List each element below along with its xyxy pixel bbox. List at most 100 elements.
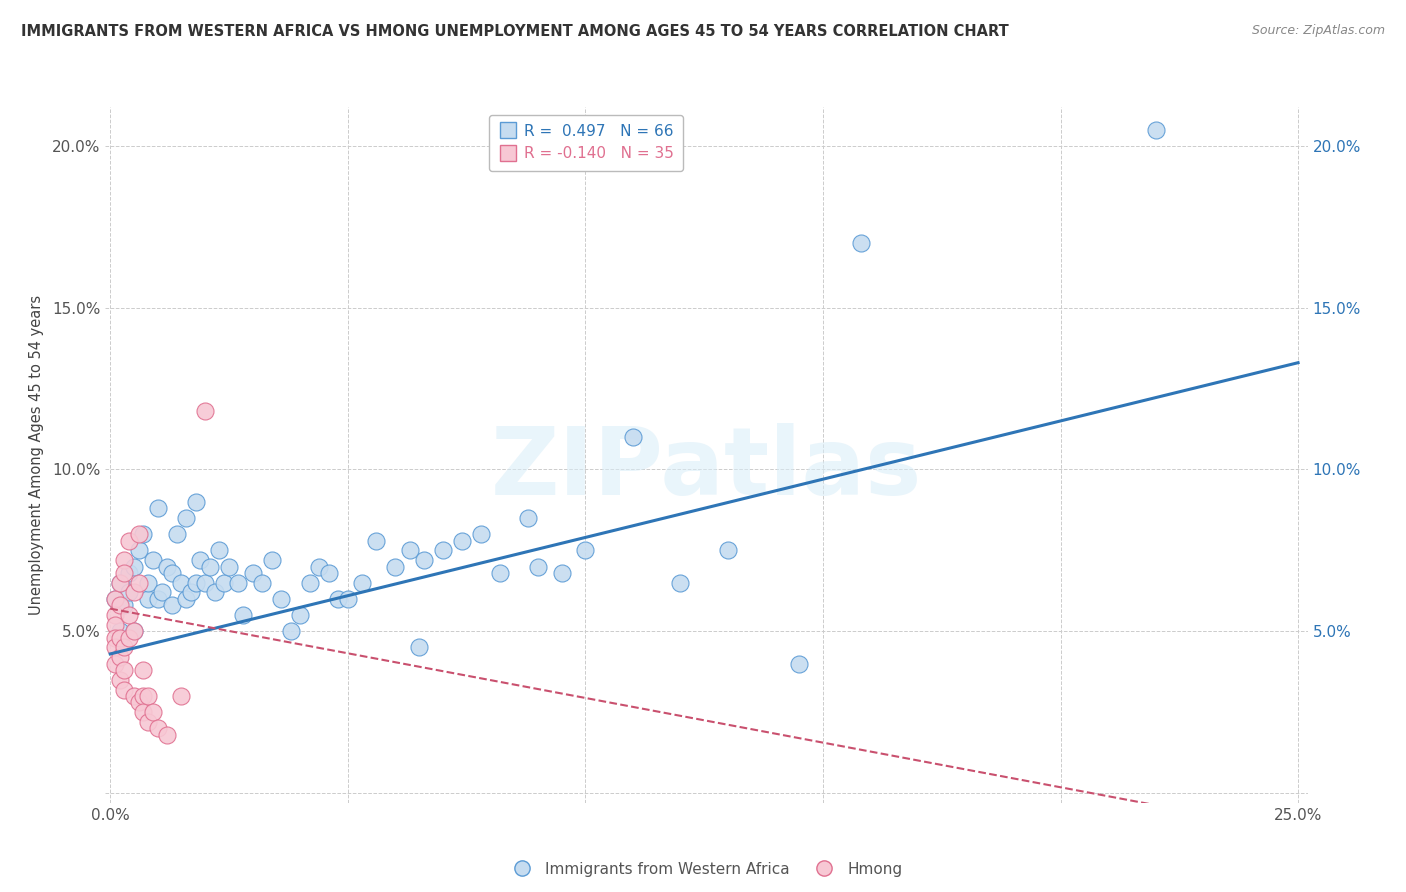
Point (208, 543, 231, 558)
Point (118, 566, 141, 580)
Point (104, 617, 127, 632)
Point (128, 696, 150, 710)
Point (669, 575, 692, 590)
Point (142, 705, 165, 719)
Point (118, 585, 141, 599)
Point (398, 543, 420, 558)
Point (114, 553, 136, 567)
Point (132, 689, 155, 703)
Point (118, 608, 141, 623)
Point (118, 631, 141, 645)
Point (170, 689, 193, 703)
Point (146, 501, 169, 516)
Legend: Immigrants from Western Africa, Hmong: Immigrants from Western Africa, Hmong (503, 855, 910, 883)
Point (122, 689, 145, 703)
Point (160, 566, 183, 580)
Point (470, 527, 492, 541)
Point (621, 430, 644, 444)
Point (128, 543, 150, 558)
Point (308, 559, 330, 574)
Point (170, 575, 193, 590)
Point (517, 511, 540, 525)
Point (184, 575, 207, 590)
Point (132, 705, 155, 719)
Point (432, 543, 454, 558)
Point (136, 689, 159, 703)
Point (142, 553, 165, 567)
Point (156, 559, 179, 574)
Point (194, 404, 217, 418)
Point (132, 527, 155, 541)
Point (146, 722, 169, 736)
Point (232, 608, 254, 623)
Point (108, 624, 131, 639)
Point (128, 527, 150, 541)
Point (122, 585, 145, 599)
Point (114, 599, 136, 613)
Point (280, 624, 302, 639)
Point (328, 591, 350, 606)
Point (212, 575, 235, 590)
Point (136, 575, 159, 590)
Point (108, 673, 131, 687)
Point (450, 533, 472, 548)
Point (136, 591, 159, 606)
Point (204, 585, 226, 599)
Point (104, 591, 127, 606)
Point (198, 559, 221, 574)
Point (717, 543, 740, 558)
Point (488, 566, 510, 580)
Point (242, 566, 264, 580)
Point (787, 657, 810, 671)
Point (290, 608, 312, 623)
Point (194, 575, 217, 590)
Point (108, 631, 131, 645)
Point (108, 650, 131, 665)
Point (104, 657, 127, 671)
Point (122, 624, 145, 639)
Point (350, 575, 373, 590)
Point (260, 553, 283, 567)
Point (412, 553, 434, 567)
Point (114, 566, 136, 580)
Point (136, 714, 159, 729)
Point (174, 591, 197, 606)
Point (166, 527, 188, 541)
Point (118, 533, 141, 548)
Point (114, 640, 136, 655)
Point (318, 566, 340, 580)
Text: IMMIGRANTS FROM WESTERN AFRICA VS HMONG UNEMPLOYMENT AMONG AGES 45 TO 54 YEARS C: IMMIGRANTS FROM WESTERN AFRICA VS HMONG … (21, 24, 1010, 39)
Y-axis label: Unemployment Among Ages 45 to 54 years: Unemployment Among Ages 45 to 54 years (30, 295, 44, 615)
Point (174, 511, 197, 525)
Point (218, 559, 240, 574)
Point (146, 591, 169, 606)
Point (104, 591, 127, 606)
Point (104, 631, 127, 645)
Point (190, 553, 212, 567)
Point (527, 559, 550, 574)
Point (104, 608, 127, 623)
Point (128, 575, 150, 590)
Point (108, 599, 131, 613)
Point (252, 575, 274, 590)
Point (122, 559, 145, 574)
Point (336, 591, 359, 606)
Point (108, 575, 131, 590)
Point (180, 585, 202, 599)
Point (849, 235, 872, 250)
Point (1144, 122, 1167, 136)
Point (550, 566, 572, 580)
Point (574, 543, 596, 558)
Point (132, 663, 155, 677)
Point (270, 591, 292, 606)
Point (152, 585, 174, 599)
Point (122, 624, 145, 639)
Point (366, 533, 388, 548)
Text: Source: ZipAtlas.com: Source: ZipAtlas.com (1251, 24, 1385, 37)
Point (184, 495, 207, 509)
Point (114, 663, 136, 677)
Point (408, 640, 430, 655)
Point (108, 575, 131, 590)
Point (298, 575, 321, 590)
Point (228, 575, 250, 590)
